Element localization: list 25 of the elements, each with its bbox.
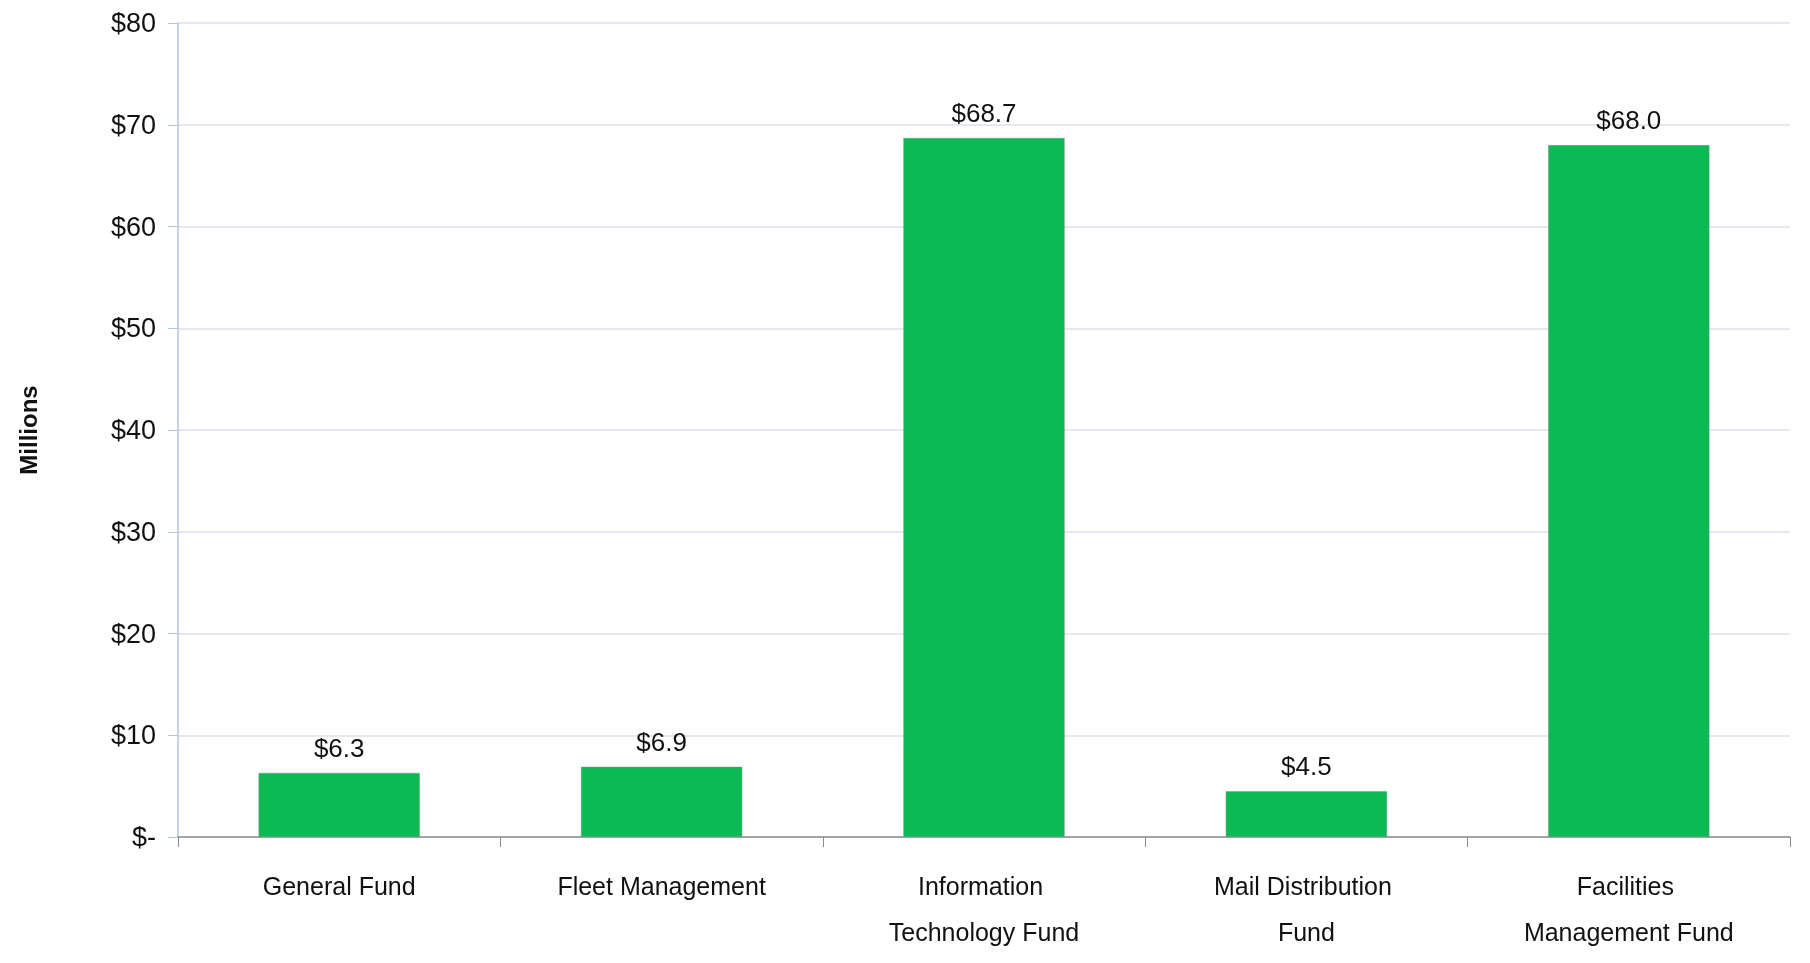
data-label: $68.7 <box>951 97 1017 128</box>
y-tick-label: $40 <box>110 415 156 445</box>
y-tick-label: $50 <box>110 313 156 344</box>
x-tick-label: Information Technology Fund <box>888 872 1080 946</box>
y-tick-label: $60 <box>110 211 156 242</box>
y-tick-label: $10 <box>110 720 156 751</box>
x-tick-label: General Fund <box>262 872 416 900</box>
y-tick-label: $20 <box>110 618 156 649</box>
x-tick-label: Mail Distribution Fund <box>1214 872 1399 946</box>
y-tick-label: $- <box>131 822 156 852</box>
y-tick-label: $70 <box>110 109 156 140</box>
data-label: $4.5 <box>1281 751 1332 782</box>
data-label: $6.3 <box>313 732 365 763</box>
x-tick-label: Facilities Management Fund <box>1523 872 1734 946</box>
y-axis-title: Millions <box>14 385 42 475</box>
y-tick-label: $80 <box>110 8 156 38</box>
bar <box>258 772 420 837</box>
data-label: $68.0 <box>1596 105 1662 136</box>
data-label: $6.9 <box>636 726 687 757</box>
y-tick-label: $30 <box>110 516 156 547</box>
bar <box>903 137 1065 837</box>
bar <box>581 766 743 837</box>
bar <box>1225 791 1387 837</box>
bar <box>1548 145 1710 837</box>
x-tick-label: Fleet Management <box>557 872 766 900</box>
